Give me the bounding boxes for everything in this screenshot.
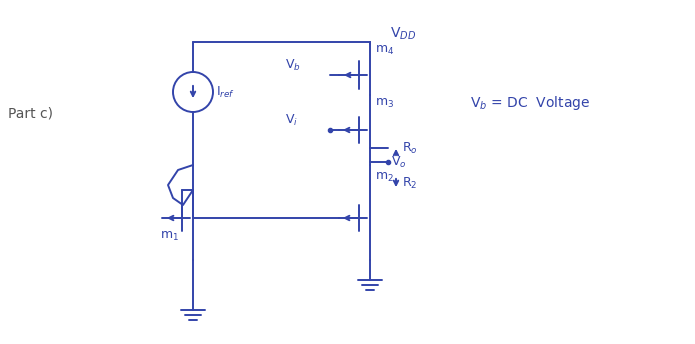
Text: V$_b$: V$_b$ [285, 58, 301, 73]
Text: m$_3$: m$_3$ [375, 96, 394, 109]
Text: R$_o$: R$_o$ [402, 140, 418, 155]
Text: Part c): Part c) [8, 106, 53, 120]
Text: I$_{ref}$: I$_{ref}$ [216, 84, 235, 99]
Text: m$_1$: m$_1$ [160, 229, 179, 243]
Text: V$_b$ = DC  Voltage: V$_b$ = DC Voltage [470, 94, 590, 112]
Text: R$_2$: R$_2$ [402, 175, 418, 191]
Text: V$_o$: V$_o$ [391, 154, 407, 170]
Text: m$_2$: m$_2$ [375, 170, 394, 184]
Text: V$_i$: V$_i$ [285, 113, 298, 128]
Text: m$_4$: m$_4$ [375, 43, 394, 56]
Text: V$_{DD}$: V$_{DD}$ [390, 26, 416, 42]
